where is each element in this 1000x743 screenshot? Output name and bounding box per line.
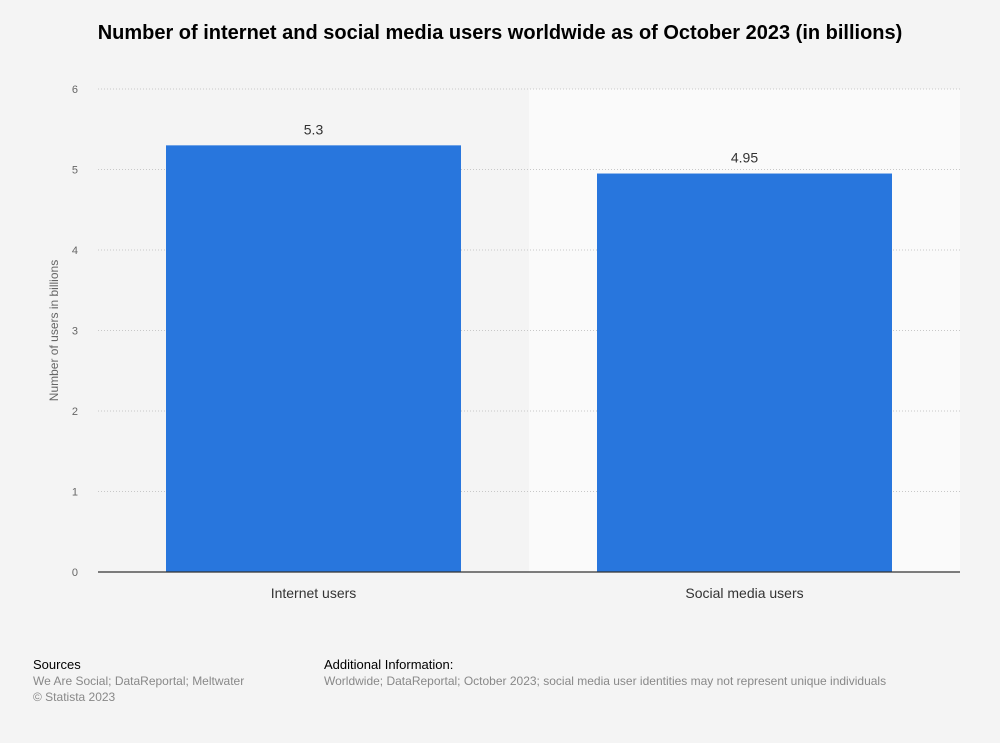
y-tick-label: 0 xyxy=(72,567,78,579)
sources-heading: Sources xyxy=(33,657,81,672)
y-axis-label: Number of users in billions xyxy=(47,260,61,401)
bar-value-label: 5.3 xyxy=(304,121,324,137)
y-tick-label: 5 xyxy=(72,165,78,177)
bar-value-label: 4.95 xyxy=(731,150,758,166)
y-tick-label: 2 xyxy=(72,406,78,418)
x-category-label: Social media users xyxy=(685,585,803,601)
sources-block: Sources We Are Social; DataReportal; Mel… xyxy=(33,657,244,705)
y-tick-label: 6 xyxy=(72,84,78,96)
bar-internet-users xyxy=(166,145,461,572)
additional-info-heading: Additional Information: xyxy=(324,657,454,672)
y-tick-label: 1 xyxy=(72,487,78,499)
x-category-label: Internet users xyxy=(271,585,357,601)
additional-info-text: Worldwide; DataReportal; October 2023; s… xyxy=(324,674,887,688)
y-tick-label: 3 xyxy=(72,326,78,338)
chart-title: Number of internet and social media user… xyxy=(97,22,903,44)
y-tick-label: 4 xyxy=(72,245,78,257)
bar-social-media-users xyxy=(597,173,892,572)
sources-text: We Are Social; DataReportal; Meltwater xyxy=(33,674,245,688)
copyright-text: © Statista 2023 xyxy=(33,690,116,704)
additional-info-block: Additional Information: Worldwide; DataR… xyxy=(324,657,886,689)
